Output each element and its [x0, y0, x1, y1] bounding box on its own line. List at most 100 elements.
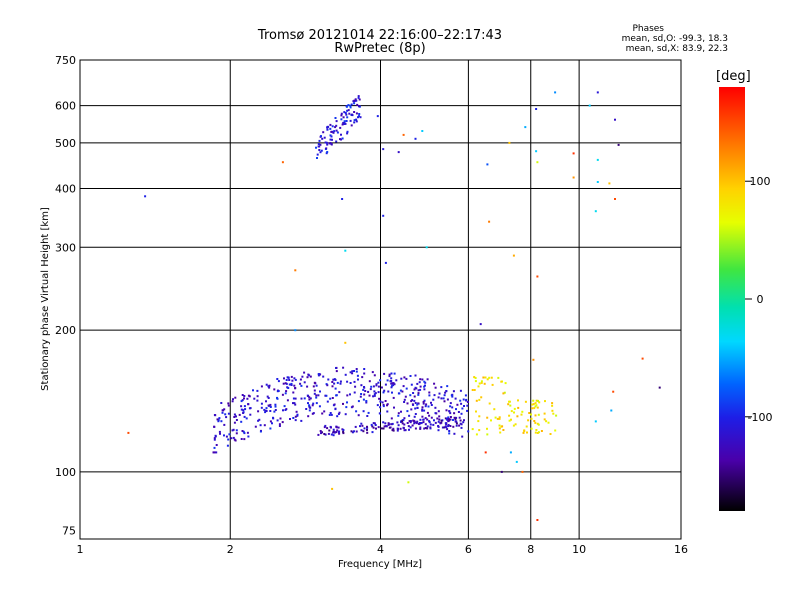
data-point	[530, 427, 533, 430]
data-point	[248, 407, 251, 410]
data-point	[452, 390, 455, 393]
data-point	[317, 374, 320, 377]
data-point	[335, 129, 338, 132]
data-point	[322, 375, 325, 378]
data-point	[317, 143, 320, 146]
x-tick-label: 8	[527, 543, 534, 556]
data-point	[349, 382, 352, 384]
data-point	[453, 412, 456, 415]
data-point	[339, 380, 342, 383]
data-point	[424, 423, 427, 426]
data-point	[515, 460, 518, 463]
data-point	[215, 444, 218, 446]
data-point	[499, 431, 502, 434]
data-point	[257, 419, 260, 422]
data-point	[364, 390, 367, 392]
data-point	[285, 390, 288, 393]
data-point	[397, 424, 400, 427]
data-point	[231, 400, 234, 403]
data-point	[319, 151, 322, 154]
data-point	[287, 387, 290, 389]
data-point	[367, 390, 370, 393]
data-point	[282, 382, 285, 385]
data-point	[306, 385, 309, 388]
data-point	[343, 121, 346, 124]
data-point	[508, 419, 511, 422]
data-point	[509, 404, 512, 407]
data-point	[227, 438, 230, 441]
data-point	[273, 388, 276, 391]
data-point	[319, 143, 322, 146]
data-point	[263, 408, 266, 411]
data-point	[446, 428, 449, 431]
data-point	[392, 429, 394, 431]
data-point	[554, 91, 557, 94]
data-point	[243, 438, 246, 441]
data-point	[223, 423, 226, 426]
data-point	[449, 418, 452, 421]
data-point	[327, 378, 330, 381]
data-point	[416, 420, 419, 423]
data-point	[460, 426, 463, 429]
data-point	[355, 99, 358, 102]
data-point	[400, 410, 402, 413]
data-point	[371, 425, 374, 428]
data-point	[373, 422, 376, 425]
data-point	[240, 400, 243, 403]
data-point	[341, 123, 344, 126]
data-point	[308, 396, 311, 399]
data-point	[363, 368, 366, 370]
x-tick-label: 10	[572, 543, 586, 556]
y-tick-label: 75	[62, 525, 76, 538]
data-point	[537, 413, 540, 416]
data-point	[319, 430, 322, 432]
data-point	[362, 388, 365, 391]
data-point	[526, 431, 528, 434]
data-point	[224, 413, 227, 416]
data-point	[524, 400, 527, 403]
data-point	[540, 430, 543, 432]
data-point	[319, 390, 321, 393]
data-point	[572, 176, 575, 179]
data-point	[320, 149, 323, 152]
data-point	[421, 130, 424, 132]
data-point	[265, 410, 268, 412]
data-point	[388, 375, 391, 378]
data-point	[331, 385, 334, 388]
data-point	[382, 405, 385, 408]
data-point	[256, 389, 259, 392]
data-point	[363, 372, 366, 375]
data-point	[424, 427, 427, 429]
data-point	[532, 358, 535, 361]
data-point	[308, 405, 311, 408]
data-point	[383, 372, 386, 375]
data-point	[292, 417, 295, 419]
data-point	[428, 420, 431, 423]
data-point	[249, 413, 252, 416]
data-point	[257, 410, 260, 413]
data-point	[486, 433, 489, 436]
data-point	[397, 151, 400, 154]
data-point	[296, 414, 299, 417]
data-point	[346, 380, 349, 383]
data-point	[267, 397, 270, 399]
data-point	[477, 420, 480, 423]
data-point	[451, 395, 454, 398]
data-point	[226, 444, 229, 447]
data-point	[263, 424, 266, 427]
data-point	[233, 421, 236, 424]
data-point	[294, 378, 297, 381]
data-point	[336, 131, 339, 134]
data-point	[247, 403, 250, 406]
data-point	[332, 378, 335, 381]
data-point	[360, 422, 363, 425]
data-point	[337, 426, 340, 429]
data-point	[349, 104, 352, 107]
data-point	[478, 382, 481, 385]
data-point	[436, 417, 439, 420]
data-point	[426, 418, 429, 421]
data-point	[478, 415, 481, 418]
data-point	[356, 103, 359, 106]
data-point	[434, 421, 437, 424]
data-point	[331, 138, 333, 141]
